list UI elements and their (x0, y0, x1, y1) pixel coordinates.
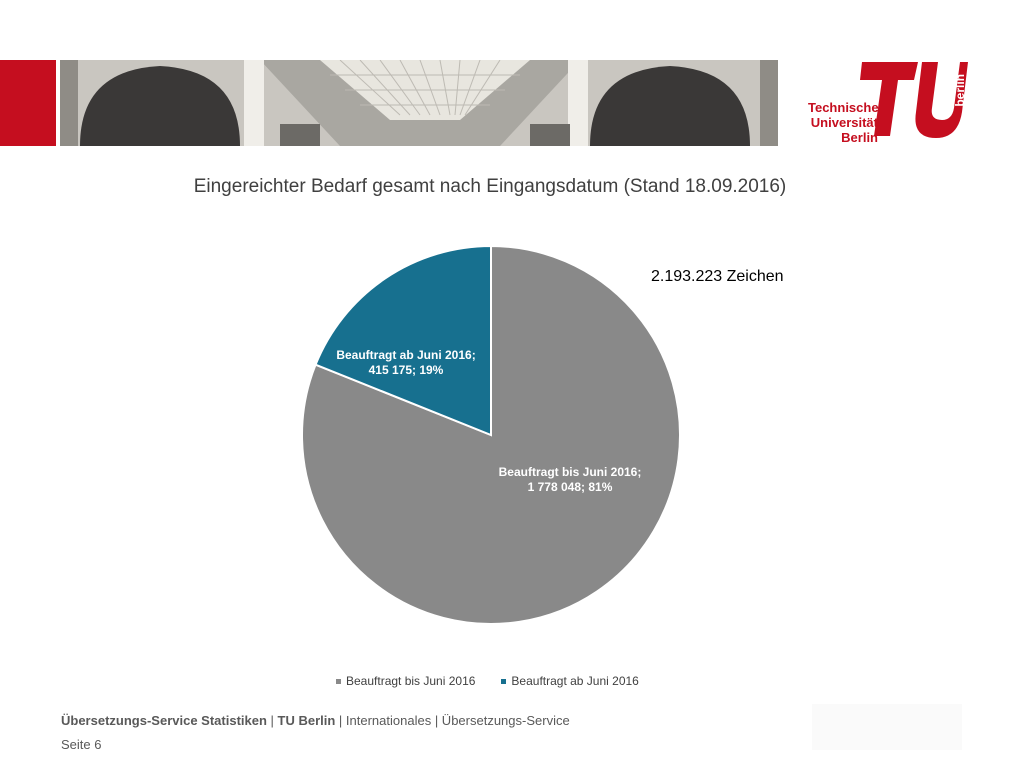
logo-text-line3: Berlin (841, 130, 878, 145)
header-red-block (0, 60, 56, 146)
logo-text-line2: Universität (810, 115, 878, 130)
tu-berlin-logo: Technische Universität Berlin berlin (808, 58, 968, 150)
pie-data-label: Beauftragt bis Juni 2016; 1 778 048; 81% (499, 465, 642, 494)
architecture-photo-illustration (60, 60, 778, 146)
pie-data-label-line: Beauftragt ab Juni 2016; (336, 348, 475, 362)
footer-separator: | (335, 713, 346, 728)
footer-title: Übersetzungs-Service Statistiken (61, 713, 267, 728)
logo-text-line1: Technische (808, 100, 879, 115)
logo-berlin-text: berlin (953, 74, 967, 107)
pie-slice-ab-juni (314, 244, 492, 437)
footer-department: Internationales | Übersetzungs-Service (345, 713, 570, 728)
page-number: Seite 6 (61, 737, 102, 752)
legend-label-ab-juni: Beauftragt ab Juni 2016 (511, 674, 639, 688)
footer-org: TU Berlin (277, 713, 336, 728)
logo-wordmark: Technische Universität Berlin (808, 100, 879, 145)
pie-data-label-line: 415 175; 19% (369, 363, 444, 377)
slide-title: Eingereichter Bedarf gesamt nach Eingang… (193, 176, 787, 197)
pie-slices (301, 244, 681, 625)
pie-data-label-line: Beauftragt bis Juni 2016; (499, 465, 642, 479)
header-architecture-photo (60, 60, 778, 146)
footer-separator: | (266, 713, 278, 728)
legend-label-bis-juni: Beauftragt bis Juni 2016 (346, 674, 476, 688)
tu-logo-mark-icon: berlin (860, 62, 968, 138)
total-characters-label: 2.193.223 Zeichen (651, 268, 784, 285)
pie-data-label: Beauftragt ab Juni 2016; 415 175; 19% (336, 348, 475, 377)
legend-item: Beauftragt bis Juni 2016 (336, 674, 475, 688)
pie-data-label-line: 1 778 048; 81% (528, 480, 613, 494)
footer-breadcrumb: Übersetzungs-Service Statistiken | TU Be… (61, 713, 570, 728)
legend-item: Beauftragt ab Juni 2016 (501, 674, 639, 688)
pie-data-labels: Beauftragt bis Juni 2016; 1 778 048; 81%B… (336, 348, 641, 494)
legend-swatch-bis-juni (336, 678, 341, 684)
legend-swatch-ab-juni (501, 678, 507, 684)
chart-legend: Beauftragt bis Juni 2016 Beauftragt ab J… (336, 674, 639, 688)
footer-faint-box (812, 704, 962, 750)
